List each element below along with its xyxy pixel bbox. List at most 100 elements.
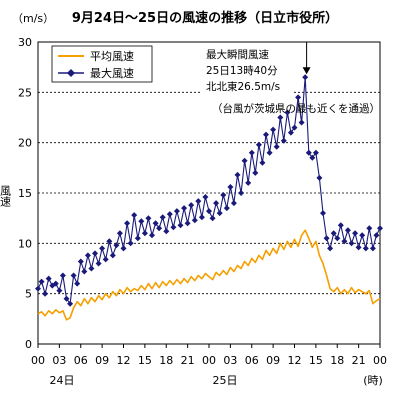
max-point (284, 109, 291, 116)
x-tick-label: 12 (288, 354, 302, 367)
max-point (266, 149, 273, 156)
max-point (216, 210, 223, 217)
max-point (287, 129, 294, 136)
max-point (305, 149, 312, 156)
max-point (213, 200, 220, 207)
max-point (280, 137, 287, 144)
max-point (141, 230, 148, 237)
max-point (120, 245, 127, 252)
y-axis-label: 風速 (0, 185, 12, 207)
legend-marker-max (67, 69, 75, 77)
max-point (230, 200, 237, 207)
x-tick-label: 09 (95, 354, 109, 367)
max-point (198, 214, 205, 221)
y-tick-label: 15 (18, 187, 32, 200)
max-point (116, 230, 123, 237)
y-ticks: 0 5 10 15 20 25 30 (18, 36, 32, 351)
max-point (359, 232, 366, 239)
max-point (238, 190, 245, 196)
max-point (113, 242, 120, 249)
x-tick-label: 03 (52, 354, 66, 367)
max-point (209, 215, 216, 222)
max-point (348, 240, 355, 247)
max-point (245, 179, 252, 186)
max-point (373, 232, 380, 239)
max-point (234, 171, 241, 178)
max-point (330, 230, 337, 237)
x-tick-label: 06 (74, 354, 88, 367)
hour-unit-label: (時) (363, 374, 383, 387)
max-point (84, 252, 91, 259)
x-tick-label: 18 (159, 354, 173, 367)
max-point (74, 280, 81, 287)
day-label-24: 24日 (50, 374, 75, 387)
y-tick-label: 0 (25, 338, 32, 351)
max-point (241, 157, 248, 164)
annotation: 最大瞬間風速 25日13時40分 北北東26.5m/s （台風が茨城県の最も近く… (202, 42, 380, 115)
max-point (327, 245, 334, 252)
max-point (59, 272, 66, 279)
legend-label-max: 最大風速 (90, 66, 134, 80)
chart-title: 9月24日～25日の風速の推移（日立市役所） (72, 10, 338, 26)
max-point (124, 220, 131, 227)
max-point (188, 202, 195, 209)
max-point (52, 280, 59, 287)
max-point (88, 265, 95, 272)
max-point (291, 124, 298, 131)
max-point (355, 244, 362, 251)
max-point (127, 240, 134, 247)
max-point (177, 222, 184, 229)
legend-box (51, 45, 153, 83)
max-point (362, 245, 369, 252)
max-point (248, 149, 255, 156)
x-tick-label: 12 (117, 354, 131, 367)
series-line-avg (37, 229, 381, 321)
max-point (138, 218, 145, 225)
x-tick-label: 15 (309, 354, 323, 367)
max-point (56, 287, 63, 294)
x-tick-label: 06 (245, 354, 259, 367)
y-tick-label: 30 (18, 36, 32, 49)
max-point (45, 275, 52, 282)
max-point (166, 211, 173, 218)
gridlines (38, 91, 380, 295)
max-point (170, 224, 177, 231)
max-point (181, 205, 188, 212)
max-point (131, 212, 138, 219)
max-point (109, 252, 116, 259)
max-point (341, 238, 348, 245)
max-point (149, 232, 155, 239)
max-point (163, 228, 170, 235)
max-point (156, 225, 163, 232)
max-point (35, 285, 41, 292)
max-point (252, 169, 259, 176)
annotation-line-1: 最大瞬間風速 (206, 48, 269, 61)
y-tick-label: 20 (18, 137, 32, 150)
max-point (259, 159, 266, 166)
max-point (173, 208, 180, 215)
annotation-line-3: 北北東26.5m/s (206, 80, 280, 93)
max-point (255, 141, 262, 148)
max-point (309, 154, 316, 161)
x-tick-label: 18 (330, 354, 344, 367)
max-point (227, 184, 234, 190)
y-axis-unit: （m/s） (12, 12, 54, 25)
legend: 平均風速 最大風速 (51, 45, 153, 83)
x-tick-label: 21 (181, 354, 195, 367)
max-point (184, 220, 191, 227)
max-point (67, 300, 74, 307)
max-point (295, 94, 302, 101)
max-point (38, 278, 45, 285)
max-point (106, 238, 113, 245)
max-point (145, 215, 152, 222)
annotation-line-2: 25日13時40分 (206, 65, 278, 77)
annotation-note: （台風が茨城県の最も近くを通過） (212, 102, 380, 115)
max-point (263, 131, 269, 138)
max-point (312, 149, 319, 156)
max-point (63, 295, 70, 302)
legend-label-avg: 平均風速 (90, 50, 134, 63)
x-tick-label: 00 (202, 354, 216, 367)
max-point (81, 268, 88, 275)
max-point (77, 258, 84, 265)
